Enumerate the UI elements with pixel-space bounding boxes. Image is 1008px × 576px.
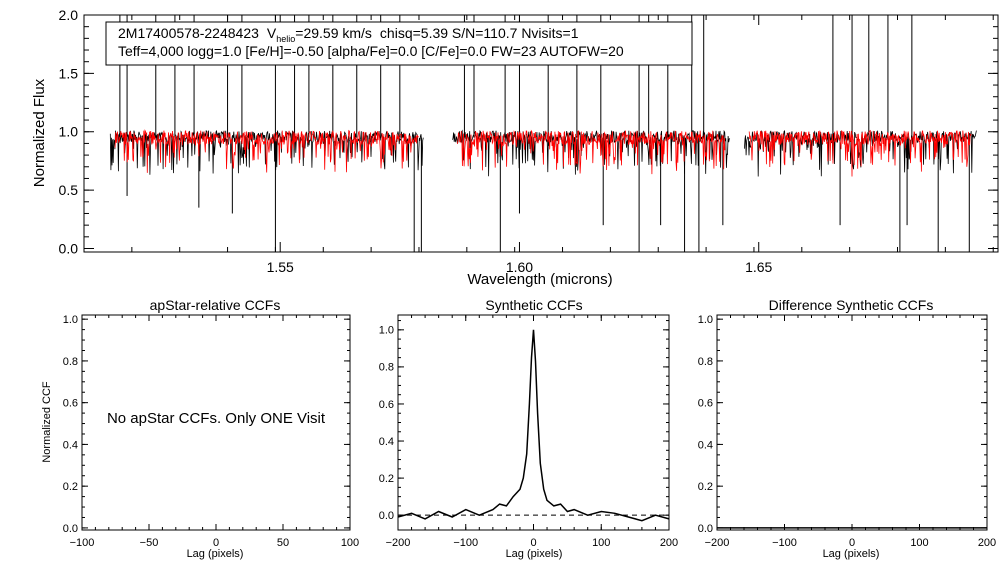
spectrum-frame [83,14,999,253]
y-tick-label: 1.0 [59,124,79,140]
x-tick-label: 0 [213,537,219,549]
info-box-frame [105,21,693,66]
y-tick-label: 1.0 [63,314,78,326]
model-chip-1 [114,129,419,173]
y-tick-label: 0.4 [379,436,394,448]
x-tick-label: 100 [910,537,928,549]
x-tick-label: −100 [70,537,95,549]
x-tick-label: 100 [592,537,610,549]
y-tick-label: 0.0 [63,523,78,535]
y-tick-label: 0.6 [379,399,394,411]
x-tick-label: −100 [453,537,478,549]
y-tick-label: 0.2 [63,481,78,493]
x-tick-label: −50 [140,537,159,549]
synthetic-ccf-ticks: −200 −100 0 100 200 0.0 0.2 0.4 0.6 0.8 1.0 [379,315,678,549]
y-tick-label: 0.6 [698,398,713,410]
vhelio-value: =29.59 km/s [295,25,372,41]
model-chip-3 [748,129,972,177]
y-tick-label: 1.0 [698,314,713,326]
x-tick-label: 1.55 [267,259,294,275]
fit-stats: chisq=5.39 S/N=110.7 Nvisits=1 [380,25,579,41]
vhelio-symbol: V [267,25,277,41]
difference-ccf-ticks: −200 −100 0 100 200 0.0 0.2 0.4 0.6 0.8 1.0 [698,314,996,549]
apstar-ccf-x-axis-label: Lag (pixels) [187,548,244,560]
x-tick-label: −200 [705,537,730,549]
x-tick-label: 0 [849,537,855,549]
y-tick-label: 0.2 [379,473,394,485]
model-spectrum-line [114,129,972,177]
y-tick-label: 2.0 [59,7,79,23]
synthetic-ccf-curve [397,329,670,522]
x-tick-label: 100 [341,537,359,549]
y-tick-label: 0.2 [698,481,713,493]
y-tick-label: 0.0 [59,240,79,256]
vhelio-subscript: helio [276,34,295,44]
y-tick-label: 0.4 [698,439,713,451]
y-tick-label: 1.5 [59,65,79,81]
spectrum-ticks: 1.55 1.60 1.65 0.0 0.5 1.0 1.5 2.0 [59,7,998,275]
model-chip-2 [456,129,726,175]
x-tick-label: 1.65 [745,259,772,275]
observed-chip-2 [452,129,731,177]
x-tick-label: 1.60 [506,259,533,275]
difference-ccf-x-axis-label: Lag (pixels) [823,548,880,560]
star-id: 2M17400578-2248423 [118,25,259,41]
y-tick-label: 0.0 [698,523,713,535]
apstar-ccf-title: apStar-relative CCFs [150,297,281,313]
spectrum-x-axis-label: Wavelength (microns) [467,271,612,288]
y-tick-label: 0.4 [63,439,78,451]
x-tick-label: −200 [386,537,411,549]
info-line-2: Teff=4,000 logg=1.0 [Fe/H]=-0.50 [alpha/… [118,43,624,59]
x-tick-label: 50 [277,537,289,549]
difference-ccf-panel: Difference Synthetic CCFs −200 −100 0 100 20… [698,297,996,560]
y-tick-label: 0.8 [698,356,713,368]
apstar-ccf-ticks: −100 −50 0 50 100 0.0 0.2 0.4 0.6 0.8 1.0 [63,314,359,549]
difference-ccf-title: Difference Synthetic CCFs [769,297,934,313]
spectrum-y-axis-label: Normalized Flux [31,78,48,187]
x-tick-label: 200 [978,537,996,549]
y-tick-label: 0.6 [63,398,78,410]
no-ccf-message: No apStar CCFs. Only ONE Visit [107,410,326,427]
y-tick-label: 0.8 [63,356,78,368]
x-tick-label: −100 [772,537,797,549]
spectrum-panel: 1.55 1.60 1.65 0.0 0.5 1.0 1.5 2.0 Wavelength (… [31,7,999,288]
y-tick-label: 1.0 [379,325,394,337]
synthetic-ccf-panel: Synthetic CCFs −200 −100 0 100 200 0.0 0.2 0.4 0… [379,297,678,560]
apstar-ccf-panel: apStar-relative CCFs −100 −50 0 50 100 0.0 0.2… [41,297,359,560]
apstar-ccf-y-axis-label: Normalized CCF [41,381,53,463]
spectrum-info-box: 2M17400578-2248423 Vhelio=29.59 km/s chisq… [105,21,693,66]
y-tick-label: 0.5 [59,182,79,198]
info-line-1: 2M17400578-2248423 Vhelio=29.59 km/s chisq… [118,25,579,44]
synthetic-ccf-title: Synthetic CCFs [485,297,582,313]
y-tick-label: 0.0 [379,510,394,522]
x-tick-label: 0 [530,537,536,549]
y-tick-label: 0.8 [379,362,394,374]
synthetic-ccf-x-axis-label: Lag (pixels) [506,548,563,560]
x-tick-label: 200 [660,537,678,549]
